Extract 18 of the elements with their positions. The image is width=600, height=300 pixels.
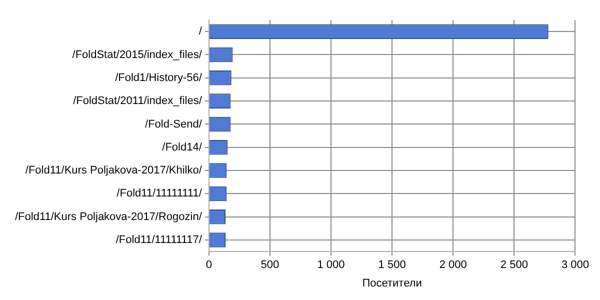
x-tick-label: 2 500 xyxy=(500,259,528,272)
y-tick-label: /FoldStat/2011/index_files/ xyxy=(73,95,203,108)
y-tick-label: /Fold11/Kurs Poljakova-2017/Rogozin/ xyxy=(14,210,203,223)
x-tick-label: 2 000 xyxy=(439,259,467,272)
y-tick-label: /Fold11/Kurs Poljakova-2017/Khilko/ xyxy=(25,164,203,177)
x-axis-title: Посетители xyxy=(362,277,422,290)
y-tick-label: /Fold11/11111117/ xyxy=(116,234,203,246)
y-tick-label: / xyxy=(198,26,203,38)
y-tick-label: /Fold11/11111111/ xyxy=(116,188,203,200)
x-tick-label: 1 000 xyxy=(317,259,345,272)
y-tick-label: /FoldStat/2015/index_files/ xyxy=(72,48,203,61)
y-tick-label: /Fold1/History-56/ xyxy=(115,72,203,84)
x-tick-label: 3 000 xyxy=(561,259,589,272)
y-tick-label: /Fold14/ xyxy=(162,141,203,154)
x-tick-label: 1 500 xyxy=(378,259,406,272)
x-tick-label: 0 xyxy=(206,259,212,272)
x-tick-label: 500 xyxy=(260,259,280,272)
y-tick-label: /Fold-Send/ xyxy=(145,118,203,130)
